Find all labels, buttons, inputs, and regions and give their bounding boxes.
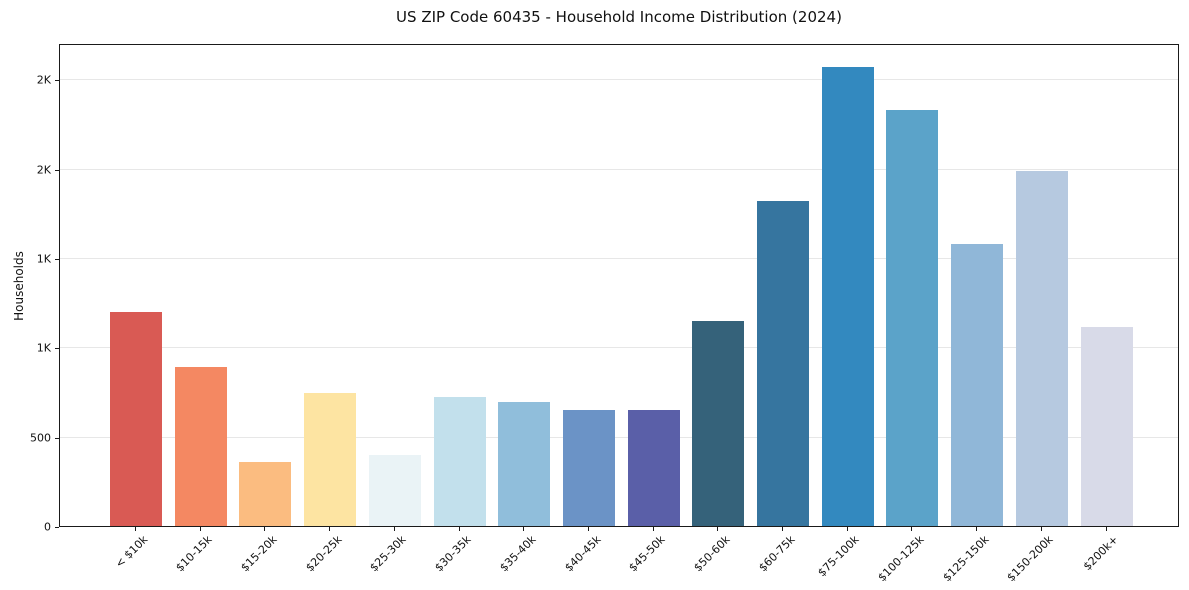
gridline [60,168,1178,170]
x-tick-label: $15-20k [238,533,280,575]
bar-$100-125k [886,109,939,526]
x-tick-mark [782,527,783,531]
y-tick-mark [55,348,59,350]
x-tick-label: $25-30k [367,533,409,575]
y-tick-mark [55,80,59,82]
x-tick-mark [199,527,201,531]
plot-area [59,44,1179,527]
bar-$20-25k [304,392,357,526]
gridline [60,79,1178,81]
bar-$30-35k [433,397,486,526]
x-tick-label: < $10k [112,533,151,571]
x-tick-mark [523,527,525,531]
x-tick-label: $20-25k [303,533,345,575]
x-tick-label: $150-200k [1004,533,1056,585]
x-tick-mark [717,527,719,531]
x-tick-mark [1105,527,1107,531]
x-tick-label: $125-150k [940,533,992,585]
y-tick-label: 2K [36,163,51,177]
gridline [60,436,1178,438]
bar-$60-75k [757,200,809,526]
bar-$125-150k [951,243,1004,526]
x-tick-mark [329,527,331,531]
y-tick-mark [55,437,59,439]
x-tick-mark [135,527,136,531]
y-tick-label: 2K [36,73,51,87]
y-tick-mark [55,527,59,528]
bar-$35-40k [498,401,551,526]
bar-< $10k [110,311,162,526]
x-tick-label: $10-15k [173,533,215,575]
x-tick-label: $40-45k [561,533,604,575]
bar-$40-45k [562,409,615,526]
y-tick-label: 500 [30,431,51,445]
x-tick-label: $75-100k [815,533,862,580]
gridline [60,258,1178,260]
x-tick-mark [264,527,266,531]
x-tick-label: $60-75k [755,533,798,575]
bar-$150-200k [1015,170,1068,526]
x-tick-mark [652,527,654,531]
x-tick-label: $45-50k [626,533,668,575]
bar-$10-15k [174,367,227,526]
x-tick-mark [458,527,460,531]
x-tick-mark [1040,527,1042,531]
x-tick-label: $100-125k [875,533,927,585]
x-tick-label: $30-35k [432,533,474,575]
x-tick-label: $35-40k [497,533,539,575]
x-tick-mark [846,527,848,531]
bar-$200k+ [1080,326,1133,526]
x-tick-mark [911,527,913,531]
y-tick-label: 1K [36,341,51,355]
bar-$50-60k [692,320,745,526]
y-tick-mark [55,259,59,261]
bar-$15-20k [239,461,292,526]
y-tick-mark [55,169,59,171]
bar-$45-50k [627,409,680,526]
bar-$75-100k [821,66,874,526]
x-tick-label: $200k+ [1080,533,1121,574]
gridline [60,347,1178,349]
x-tick-mark [976,527,978,531]
y-tick-label: 1K [36,252,51,266]
x-tick-mark [587,527,589,531]
x-tick-label: $50-60k [691,533,733,575]
x-tick-mark [393,527,395,531]
chart-title: US ZIP Code 60435 - Household Income Dis… [396,8,842,26]
y-tick-label: 0 [44,520,51,534]
bar-$25-30k [368,454,421,526]
